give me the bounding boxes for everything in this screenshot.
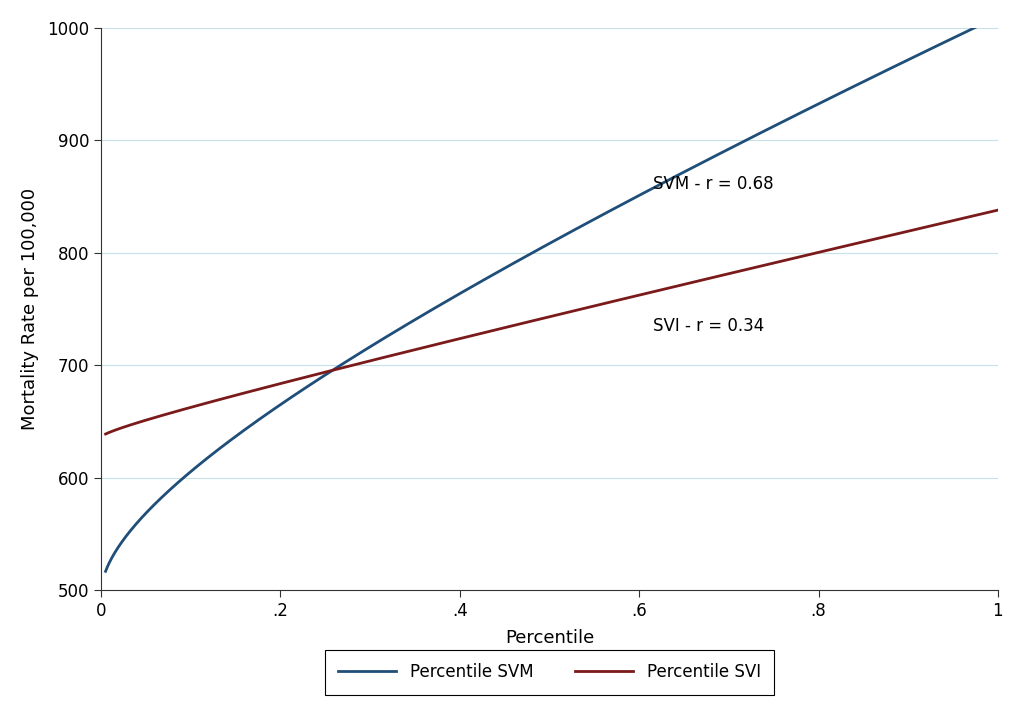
Text: SVM - r = 0.68: SVM - r = 0.68: [652, 175, 773, 193]
Y-axis label: Mortality Rate per 100,000: Mortality Rate per 100,000: [20, 188, 39, 430]
X-axis label: Percentile: Percentile: [505, 629, 594, 647]
Text: SVI - r = 0.34: SVI - r = 0.34: [652, 317, 764, 335]
Legend: Percentile SVM, Percentile SVI: Percentile SVM, Percentile SVI: [325, 650, 774, 695]
